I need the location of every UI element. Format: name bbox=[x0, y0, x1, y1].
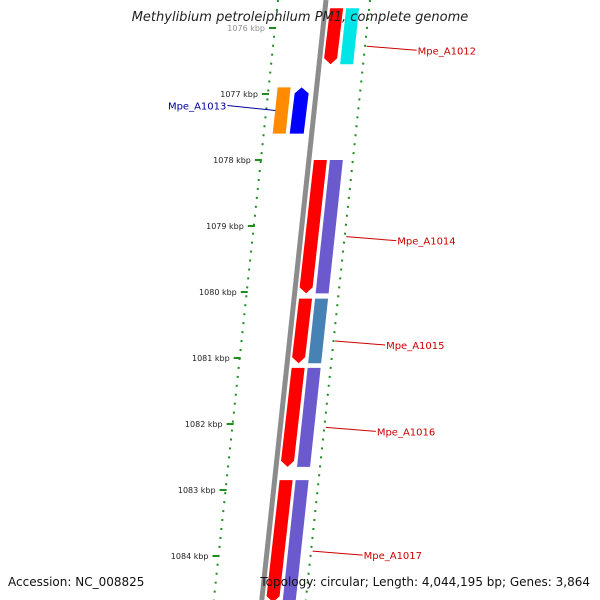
tick-label-1082: 1082 kbp bbox=[185, 420, 223, 429]
mpe-a1016-label: Mpe_A1016 bbox=[377, 427, 435, 438]
tick-layer: 1076 kbp 1077 kbp 1078 kbp 1079 kbp 1080 kbp… bbox=[171, 24, 277, 561]
mpe-a1015-label: Mpe_A1015 bbox=[386, 341, 444, 352]
tick-label-1077: 1077 kbp bbox=[220, 90, 258, 99]
tick-label-1084: 1084 kbp bbox=[171, 552, 209, 561]
mpe-a1015-forward-arrow bbox=[292, 298, 313, 364]
mpe-a1015-leader-line bbox=[335, 340, 386, 346]
mpe-a1013-label: Mpe_A1013 bbox=[168, 102, 226, 113]
mpe-a1014-label: Mpe_A1014 bbox=[397, 237, 455, 248]
mpe-a1016-cog-bar bbox=[297, 367, 321, 467]
mpe-a1017-leader-line bbox=[312, 550, 363, 556]
accession-text: Accession: NC_008825 bbox=[8, 575, 145, 589]
mpe-a1017-forward-arrow bbox=[266, 480, 293, 600]
mpe-a1012-forward-arrow bbox=[324, 8, 344, 65]
mpe-a1017-label: Mpe_A1017 bbox=[364, 551, 422, 562]
gene-label-layer: Mpe_A1012 Mpe_A1013 Mpe_A1014 Mpe_A1015 Mpe_… bbox=[168, 45, 476, 562]
backbone-line bbox=[259, 0, 329, 600]
mpe-a1013-cog-bar bbox=[272, 87, 291, 134]
mpe-a1012-cog-bar bbox=[340, 8, 360, 65]
mpe-a1016-leader-line bbox=[325, 426, 376, 432]
outer-dotted-ring bbox=[212, 0, 279, 600]
gene-layer bbox=[266, 8, 360, 600]
tick-label-1078: 1078 kbp bbox=[213, 156, 251, 165]
tick-label-1083: 1083 kbp bbox=[178, 486, 216, 495]
backbone-layer bbox=[259, 0, 329, 600]
mpe-a1012-leader-line bbox=[366, 45, 417, 51]
tick-label-1076: 1076 kbp bbox=[227, 24, 265, 33]
tick-label-1081: 1081 kbp bbox=[192, 354, 230, 363]
dotted-rings bbox=[212, 0, 371, 600]
mpe-a1017-cog-bar bbox=[282, 480, 309, 600]
tick-label-1080: 1080 kbp bbox=[199, 288, 237, 297]
mpe-a1013-leader-line bbox=[227, 105, 276, 111]
topology-text: Topology: circular; Length: 4,044,195 bp… bbox=[260, 575, 590, 589]
tick-label-1079: 1079 kbp bbox=[206, 222, 244, 231]
mpe-a1016-forward-arrow bbox=[281, 367, 305, 467]
mpe-a1015-cog-bar bbox=[308, 298, 329, 364]
inner-dotted-ring bbox=[304, 0, 371, 600]
mpe-a1014-cog-bar bbox=[315, 160, 343, 294]
mpe-a1014-forward-arrow bbox=[299, 160, 327, 294]
mpe-a1014-leader-line bbox=[346, 236, 397, 242]
mpe-a1013-reverse-arrow bbox=[289, 87, 309, 134]
map-title: Methylibium petroleiphilum PM1, complete… bbox=[131, 10, 469, 25]
mpe-a1012-label: Mpe_A1012 bbox=[418, 46, 476, 57]
